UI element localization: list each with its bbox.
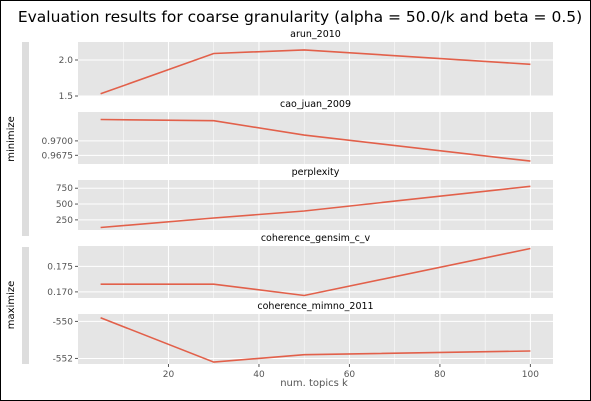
x-tick-label: 20 [163,370,175,380]
series-line [100,49,531,95]
y-tick-label: 1.5 [59,92,73,102]
x-tick-label: 40 [253,370,265,380]
y-tick-label: 750 [56,184,73,194]
y-tick-label: -550 [53,317,74,327]
series-line [100,247,531,297]
subplot-title: coherence_mimno_2011 [257,301,373,312]
subplot-4: 0.170 0.175 coherence_gensim_c_v [47,233,553,298]
series-line [100,316,531,363]
subplot-1: 1.5 2.0 arun_2010 [59,29,553,102]
subplot-title: cao_juan_2009 [280,99,351,110]
subplot-title: arun_2010 [290,29,341,40]
x-tick-label: 60 [344,370,356,380]
x-tick-label: 100 [522,370,539,380]
subplot-title: perplexity [292,167,340,178]
y-tick-label: 500 [56,200,73,210]
x-axis-label: num. topics k [280,378,348,389]
y-tick-label: 2.0 [59,56,74,66]
subplot-title: coherence_gensim_c_v [261,233,371,244]
subplot-panels: 1.5 2.0 arun_2010 0.9675 0.9700 cao_juan_2009… [42,29,553,380]
group-bar-minimize [22,42,29,236]
y-tick-label: -552 [53,354,73,364]
group-label-maximize: maximize [6,281,17,330]
subplot-5: -552 -550 20 40 60 80 100 coherence_mimno_2011 [53,301,553,380]
y-tick-label: 0.9700 [42,137,74,147]
plot-background [78,246,553,298]
figure-title: Evaluation results for coarse granularit… [18,8,582,26]
subplot-3: 250 500 750 perplexity [56,167,553,230]
subplot-2: 0.9675 0.9700 cao_juan_2009 [42,99,553,164]
y-tick-label: 0.170 [47,288,73,298]
y-tick-label: 250 [56,216,73,226]
x-tick-label: 80 [434,370,446,380]
series-line [100,185,531,229]
plot-background [78,314,553,364]
group-bar-maximize [22,247,29,364]
y-tick-label: 0.9675 [42,151,74,161]
plot-background [78,180,553,230]
group-label-minimize: minimize [6,116,17,162]
y-tick-label: 0.175 [47,262,73,272]
series-line [100,118,531,162]
